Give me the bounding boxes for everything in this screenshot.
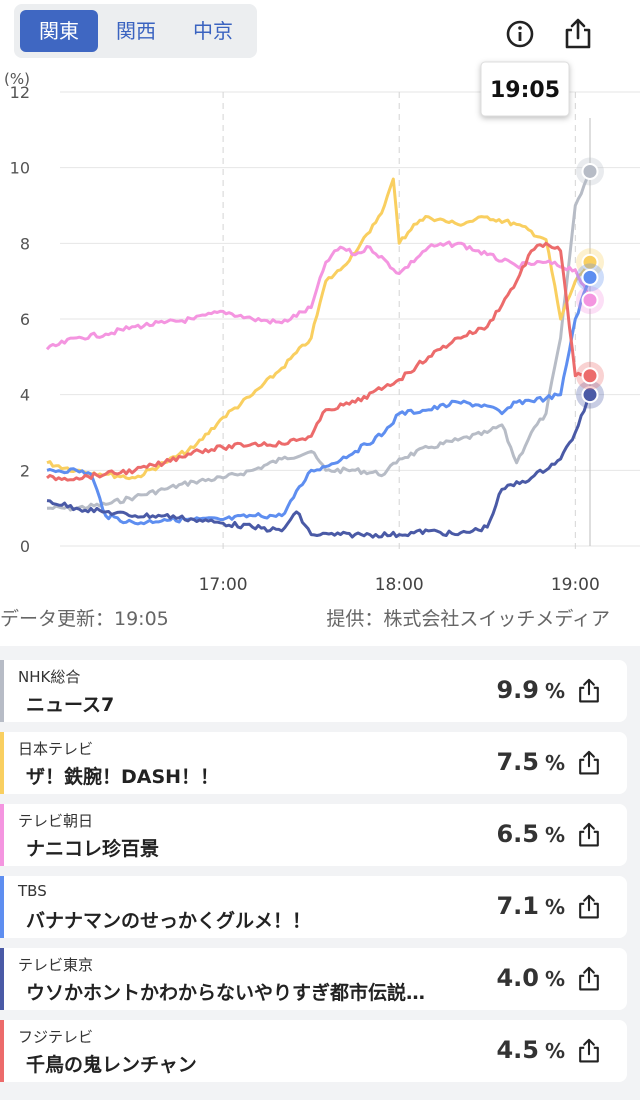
share-icon[interactable] bbox=[573, 963, 605, 995]
rating-unit: % bbox=[544, 1039, 565, 1063]
rating-value: 7.1% bbox=[496, 892, 565, 920]
program-title: バナナマンのせっかくグルメ！！ bbox=[26, 910, 312, 932]
y-tick-label: 0 bbox=[20, 537, 30, 556]
rating-unit: % bbox=[544, 895, 565, 919]
rating-value: 7.5% bbox=[496, 748, 565, 776]
y-tick-label: 6 bbox=[20, 310, 30, 329]
share-icon[interactable] bbox=[558, 14, 598, 54]
y-tick-label: 10 bbox=[10, 159, 30, 178]
share-icon[interactable] bbox=[573, 891, 605, 923]
rating-value: 4.5% bbox=[496, 1036, 565, 1064]
share-icon[interactable] bbox=[573, 819, 605, 851]
list-item[interactable]: 日本テレビ ザ！鉄腕！DASH！！ 7.5% bbox=[0, 732, 627, 794]
rating-unit: % bbox=[544, 967, 565, 991]
x-tick-label: 19:00 bbox=[551, 575, 600, 595]
chart-axes: 0 2 4 6 8 10 12(%) 17:00 18:00 19:00 bbox=[4, 70, 600, 595]
series-line bbox=[46, 177, 592, 481]
channel-name: テレビ朝日 bbox=[18, 812, 94, 830]
chart-series bbox=[45, 170, 592, 539]
rating-number: 7.1 bbox=[496, 892, 539, 920]
share-icon[interactable] bbox=[573, 747, 605, 779]
tab-kanto[interactable]: 関東 bbox=[20, 10, 98, 52]
rating-value: 4.0% bbox=[496, 964, 565, 992]
program-title: ウソかホントかわからないやりすぎ都市伝説… bbox=[26, 982, 426, 1004]
rating-number: 4.5 bbox=[496, 1036, 539, 1064]
list-item[interactable]: テレビ東京 ウソかホントかわからないやりすぎ都市伝説… 4.0% bbox=[0, 948, 627, 1010]
region-tab-bar: 関東 関西 中京 bbox=[14, 4, 257, 58]
series-line bbox=[46, 241, 591, 482]
rating-value: 9.9% bbox=[496, 676, 565, 704]
chart-end-markers bbox=[576, 157, 604, 409]
series-end-point bbox=[581, 291, 599, 309]
list-item[interactable]: TBS バナナマンのせっかくグルメ！！ 7.1% bbox=[0, 876, 627, 938]
rating-number: 6.5 bbox=[496, 820, 539, 848]
series-end-point bbox=[581, 367, 599, 385]
rating-unit: % bbox=[544, 823, 565, 847]
tab-chukyo[interactable]: 中京 bbox=[193, 19, 233, 43]
list-item[interactable]: テレビ朝日 ナニコレ珍百景 6.5% bbox=[0, 804, 627, 866]
series-end-point bbox=[581, 268, 599, 286]
ratings-chart: 0 2 4 6 8 10 12(%) 17:00 18:00 19:00 19:05 bbox=[4, 61, 640, 595]
series-end-point bbox=[581, 386, 599, 404]
series-end-point bbox=[581, 162, 599, 180]
series-line bbox=[46, 394, 592, 539]
program-title: ナニコレ珍百景 bbox=[26, 838, 160, 860]
program-title: 千鳥の鬼レンチャン bbox=[26, 1054, 197, 1076]
share-icon[interactable] bbox=[573, 1035, 605, 1067]
y-tick-label: 12 bbox=[10, 83, 30, 102]
rating-number: 9.9 bbox=[496, 676, 539, 704]
info-icon[interactable] bbox=[500, 14, 540, 54]
list-item[interactable]: NHK総合 ニュース7 9.9% bbox=[0, 660, 627, 722]
provider-label: 提供：株式会社スイッチメディア bbox=[326, 608, 610, 630]
time-tooltip: 19:05 bbox=[480, 61, 570, 117]
channel-name: フジテレビ bbox=[18, 1028, 94, 1046]
list-item[interactable]: フジテレビ 千鳥の鬼レンチャン 4.5% bbox=[0, 1020, 627, 1082]
program-title: ニュース7 bbox=[26, 694, 115, 716]
x-tick-label: 18:00 bbox=[375, 575, 424, 595]
rating-value: 6.5% bbox=[496, 820, 565, 848]
series-line bbox=[46, 276, 592, 526]
y-tick-label: 8 bbox=[20, 234, 30, 253]
tooltip-time-label: 19:05 bbox=[490, 78, 560, 103]
channel-name: NHK総合 bbox=[18, 668, 81, 686]
program-title: ザ！鉄腕！DASH！！ bbox=[26, 766, 220, 788]
y-tick-label: 2 bbox=[20, 461, 30, 480]
series-line bbox=[45, 240, 592, 351]
rating-number: 4.0 bbox=[496, 964, 539, 992]
x-tick-label: 17:00 bbox=[199, 575, 248, 595]
share-icon[interactable] bbox=[573, 675, 605, 707]
channel-name: 日本テレビ bbox=[18, 740, 94, 758]
data-updated-label: データ更新：19:05 bbox=[0, 608, 169, 630]
rating-unit: % bbox=[544, 751, 565, 775]
rating-unit: % bbox=[544, 679, 565, 703]
channel-list: NHK総合 ニュース7 9.9% 日本テレビ ザ！鉄腕！DASH！！ 7.5% … bbox=[0, 646, 640, 1100]
channel-name: テレビ東京 bbox=[18, 956, 94, 974]
y-axis-label: (%) bbox=[4, 70, 30, 88]
tab-kansai[interactable]: 関西 bbox=[116, 19, 156, 43]
y-tick-label: 4 bbox=[20, 386, 30, 405]
rating-number: 7.5 bbox=[496, 748, 539, 776]
channel-name: TBS bbox=[18, 882, 47, 900]
series-line bbox=[46, 170, 592, 512]
